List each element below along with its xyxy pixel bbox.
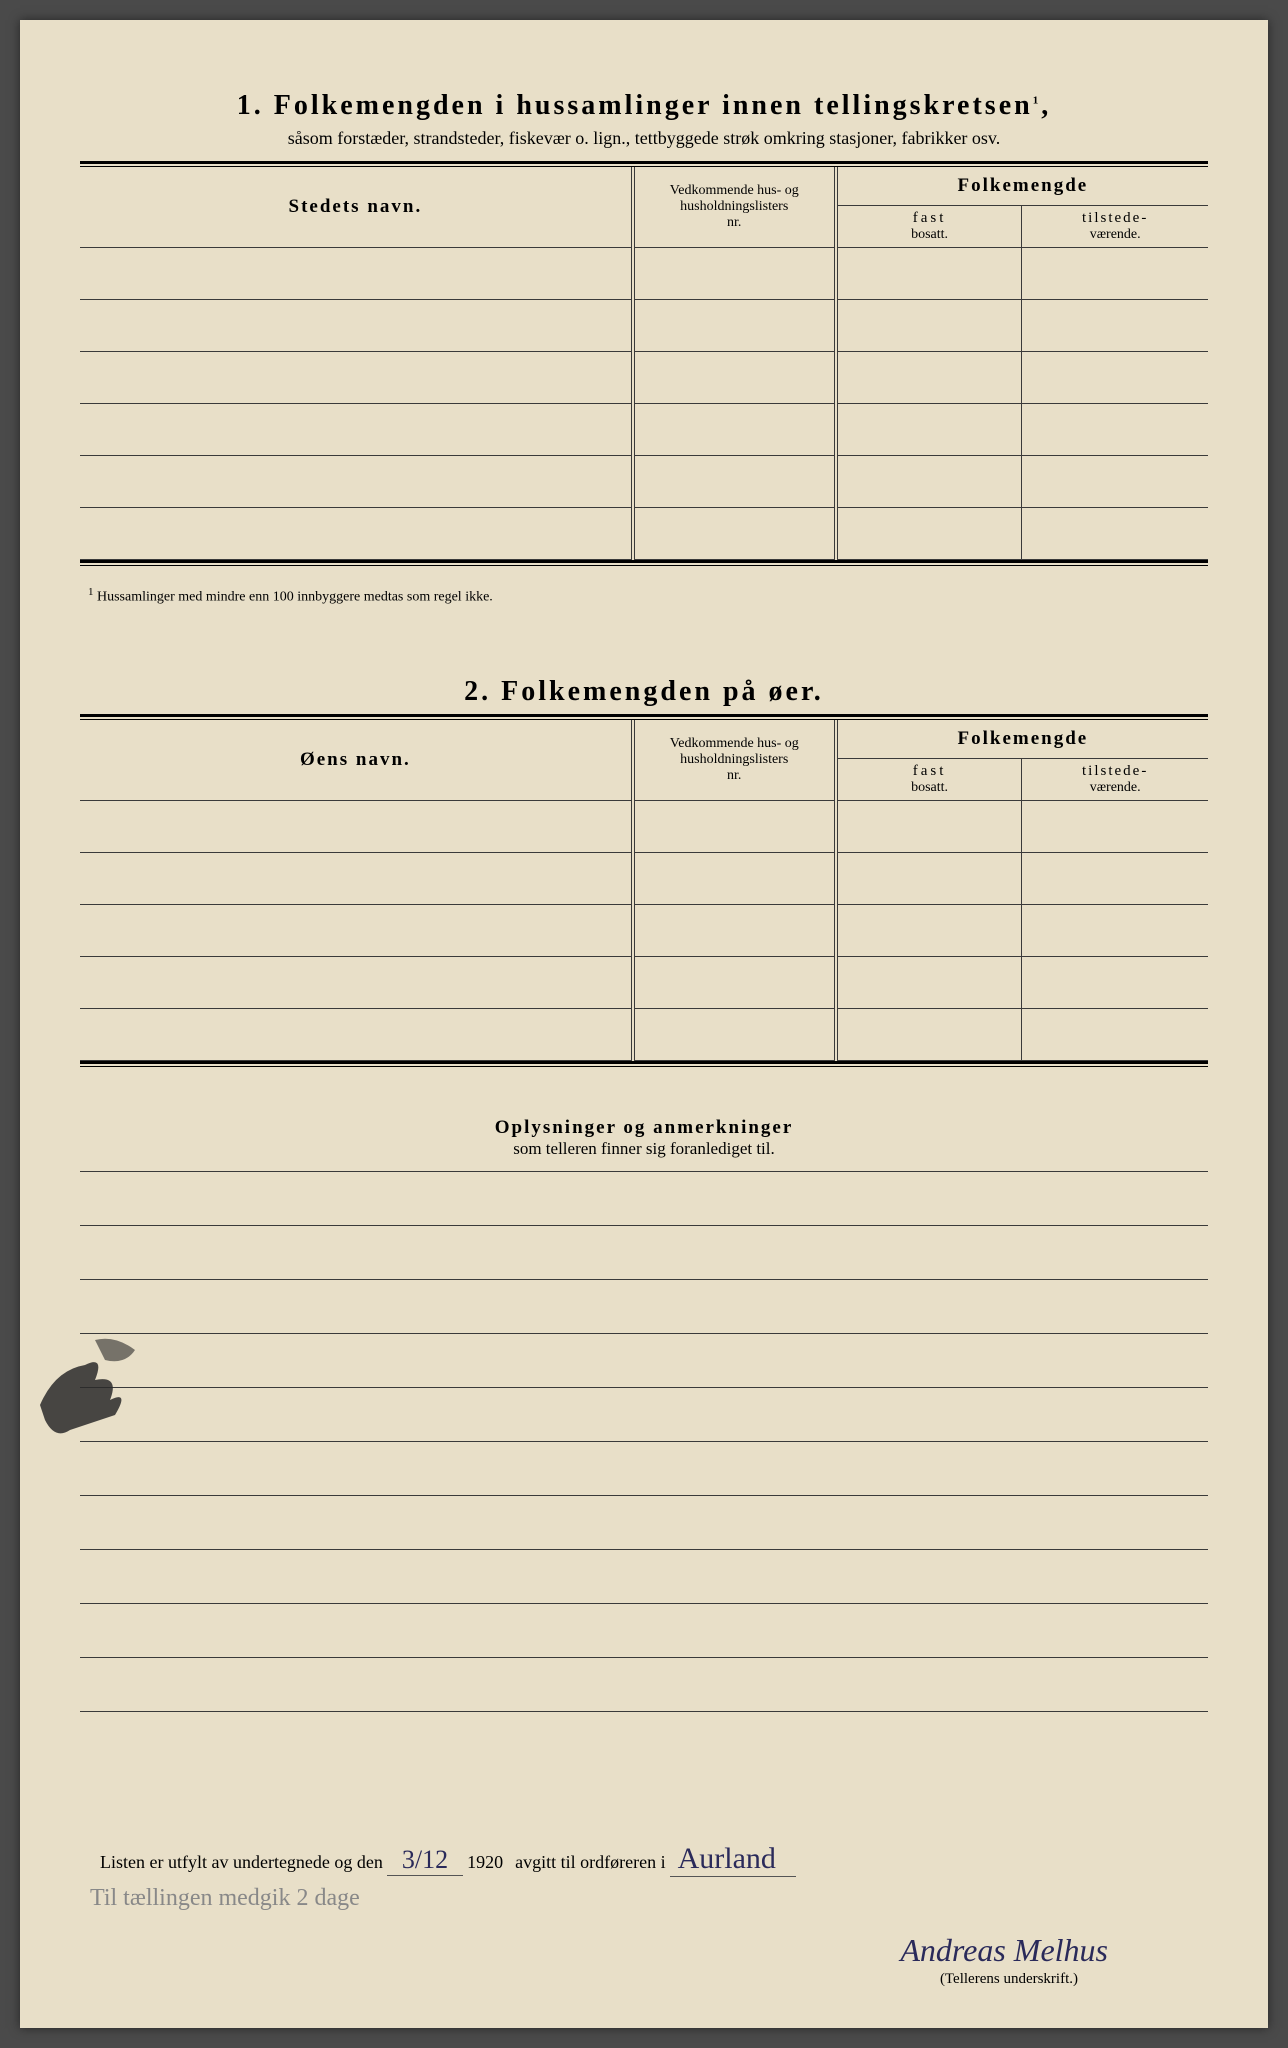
table-row (80, 904, 1208, 956)
signature-name: Andreas Melhus (80, 1932, 1208, 1969)
footnote-num: 1 (88, 586, 94, 598)
rule (80, 560, 1208, 566)
notes-row (80, 1442, 1208, 1496)
hus-line1: Vedkommende hus- og (643, 736, 826, 752)
table-row (80, 508, 1208, 560)
hus-line2: husholdningslisters (643, 199, 826, 215)
fast-line1: fast (846, 210, 1014, 227)
notes-row (80, 1550, 1208, 1604)
table-row (80, 248, 1208, 300)
fast-line2: bosatt. (846, 227, 1014, 243)
section-2-title-text: Folkemengden på øer. (501, 676, 824, 707)
fast-line1: fast (846, 763, 1014, 780)
table-row (80, 300, 1208, 352)
notes-row (80, 1280, 1208, 1334)
section-1-sup: 1 (1033, 95, 1042, 107)
notes-row (80, 1658, 1208, 1712)
section-3: Oplysninger og anmerkninger som telleren… (80, 1117, 1208, 1712)
sig-text-before: Listen er utfylt av undertegnede og den (100, 1852, 383, 1873)
hus-line1: Vedkommende hus- og (643, 183, 826, 199)
section-1-subtitle: såsom forstæder, strandsteder, fiskevær … (80, 128, 1208, 149)
hus-line3: nr. (643, 768, 826, 784)
footnote-1: 1 Hussamlinger med mindre enn 100 innbyg… (80, 586, 1208, 606)
notes-row (80, 1226, 1208, 1280)
table-row (80, 956, 1208, 1008)
table-row (80, 1008, 1208, 1060)
tilstede-line2: værende. (1030, 780, 1200, 796)
tilstede-line1: tilstede- (1030, 210, 1200, 227)
section-3-title: Oplysninger og anmerkninger (80, 1117, 1208, 1139)
notes-row (80, 1496, 1208, 1550)
section-1-title-text: Folkemengden i hussamlinger innen tellin… (274, 90, 1033, 121)
section-2-title: 2. Folkemengden på øer. (80, 676, 1208, 708)
sig-text-after: avgitt til ordføreren i (515, 1852, 665, 1873)
signature-label: (Tellerens underskrift.) (80, 1971, 1208, 1988)
col-header-folkemengde: Folkemengde (836, 720, 1208, 759)
col-header-tilstede: tilstede- værende. (1022, 758, 1208, 800)
section-1-number: 1. (237, 90, 264, 121)
section-1: 1. Folkemengden i hussamlinger innen tel… (80, 90, 1208, 606)
hus-line3: nr. (643, 215, 826, 231)
table-row (80, 404, 1208, 456)
col-header-hus: Vedkommende hus- og husholdningslisters … (633, 720, 836, 801)
document-page: 1. Folkemengden i hussamlinger innen tel… (20, 20, 1268, 2028)
notes-row (80, 1172, 1208, 1226)
col-header-name: Øens navn. (80, 720, 633, 801)
sig-date: 3/12 (387, 1845, 463, 1876)
notes-row (80, 1388, 1208, 1442)
col-header-name: Stedets navn. (80, 167, 633, 248)
col-header-fast: fast bosatt. (836, 206, 1022, 248)
col-header-tilstede: tilstede- værende. (1022, 206, 1208, 248)
section-2: 2. Folkemengden på øer. Øens navn. Vedko… (80, 676, 1208, 1067)
section-1-title: 1. Folkemengden i hussamlinger innen tel… (80, 90, 1208, 122)
section-3-subtitle: som telleren finner sig foranlediget til… (80, 1139, 1208, 1159)
table-2: Øens navn. Vedkommende hus- og husholdni… (80, 720, 1208, 1061)
footnote-text: Hussamlinger med mindre enn 100 innbygge… (97, 590, 493, 605)
table-row (80, 352, 1208, 404)
rule (80, 1061, 1208, 1067)
section-2-number: 2. (464, 676, 491, 707)
notes-row (80, 1604, 1208, 1658)
table-1: Stedets navn. Vedkommende hus- og hushol… (80, 167, 1208, 560)
table-row (80, 852, 1208, 904)
tilstede-line1: tilstede- (1030, 763, 1200, 780)
table-row (80, 456, 1208, 508)
signature-area: Listen er utfylt av undertegnede og den … (80, 1842, 1208, 1877)
fast-line2: bosatt. (846, 780, 1014, 796)
col-header-hus: Vedkommende hus- og husholdningslisters … (633, 167, 836, 248)
table-row (80, 800, 1208, 852)
notes-area (80, 1171, 1208, 1712)
col-header-folkemengde: Folkemengde (836, 167, 1208, 206)
sig-place: Aurland (670, 1842, 796, 1877)
handwritten-note: Til tællingen medgik 2 dage (80, 1885, 1208, 1912)
hus-line2: husholdningslisters (643, 752, 826, 768)
sig-year: 1920 (467, 1852, 503, 1873)
notes-row (80, 1334, 1208, 1388)
col-header-fast: fast bosatt. (836, 758, 1022, 800)
tilstede-line2: værende. (1030, 227, 1200, 243)
